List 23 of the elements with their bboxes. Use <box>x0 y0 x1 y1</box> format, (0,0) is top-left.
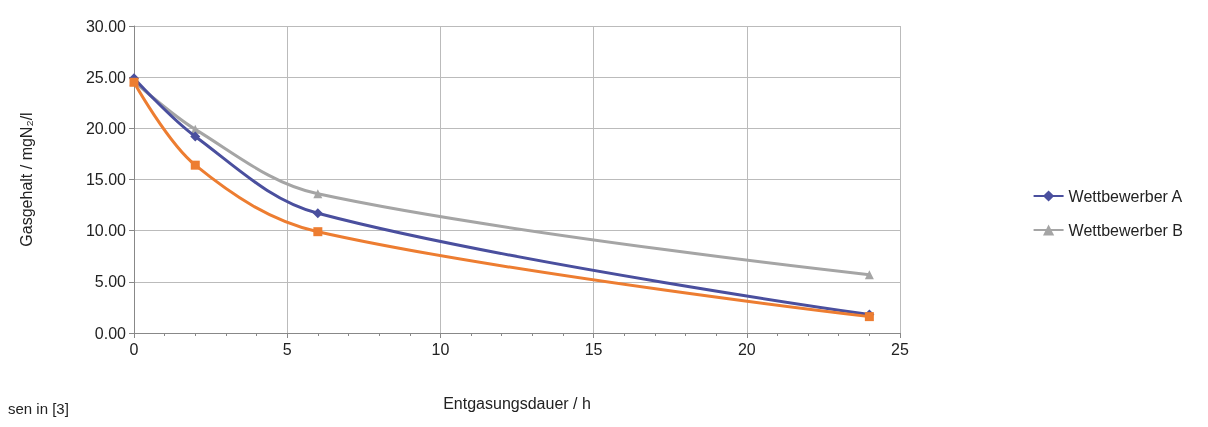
y-tick-label: 10.00 <box>85 222 127 240</box>
point <box>190 160 200 170</box>
point <box>312 208 323 219</box>
y-axis-title: Gasgehalt / mgN₂/l <box>17 112 35 247</box>
x-axis-title: Entgasungsdauer / h <box>443 394 591 412</box>
y-tick-label: 20.00 <box>85 119 127 137</box>
point <box>864 270 874 280</box>
x-tick-label: 20 <box>737 340 756 358</box>
y-tick-label: 30.00 <box>85 17 127 35</box>
x-tick-label: 0 <box>129 340 139 358</box>
legend-label: Wettbewerber A <box>1068 187 1183 205</box>
x-tick-label: 15 <box>584 340 603 358</box>
x-tick-label: 5 <box>282 340 292 358</box>
legend-label: Wettbewerber B <box>1068 221 1183 239</box>
point <box>190 131 201 142</box>
point <box>313 227 323 237</box>
x-tick-label: 25 <box>891 340 909 358</box>
y-tick-label: 5.00 <box>94 273 127 291</box>
x-tick-label: 10 <box>431 340 450 358</box>
y-tick-label: 15.00 <box>85 171 127 188</box>
y-tick-label: 25.00 <box>85 68 127 86</box>
y-tick-label: 0.00 <box>94 324 127 342</box>
text: sen in [3] <box>8 400 69 417</box>
